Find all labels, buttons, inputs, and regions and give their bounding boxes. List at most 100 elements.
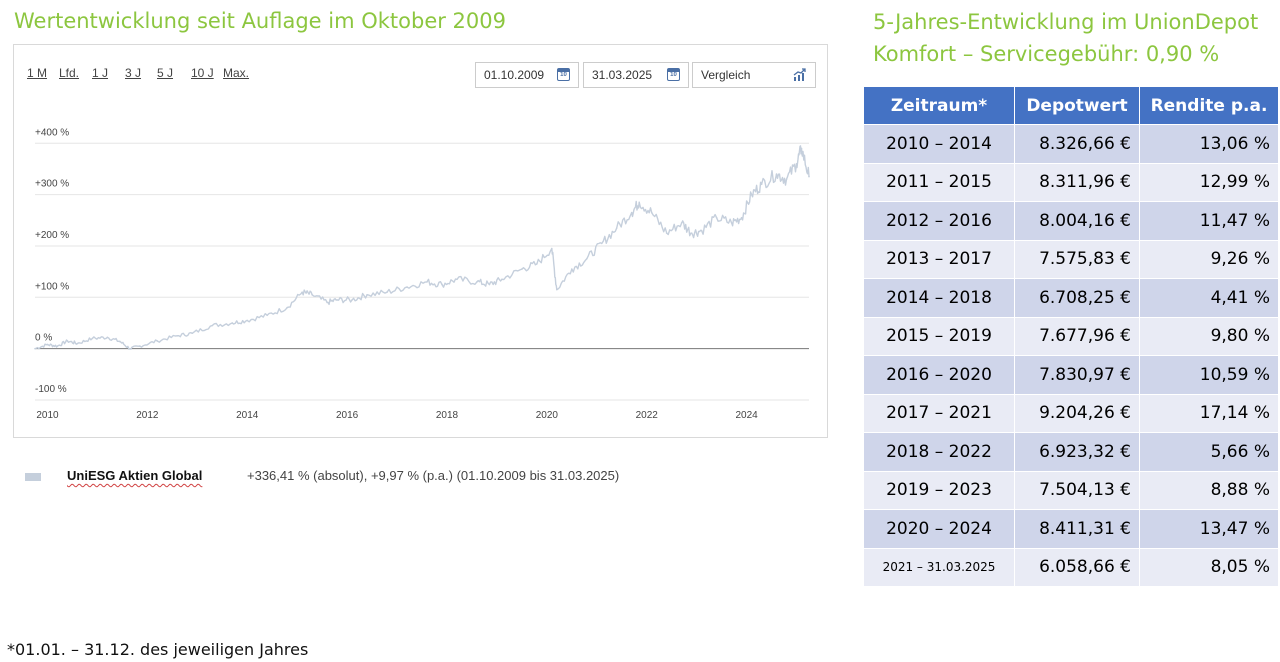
table-row: 2016 – 2020 7.830,97 €10,59 % [863, 355, 1279, 395]
range-button-10y[interactable]: 10 J [191, 66, 214, 80]
cell-period: 2015 – 2019 [863, 316, 1015, 356]
cell-return: 17,14 % [1139, 393, 1279, 433]
series-point [730, 222, 733, 224]
cell-value: 7.575,83 € [1014, 239, 1140, 279]
series-point [326, 301, 328, 304]
series-point [665, 232, 668, 234]
series-point [785, 178, 788, 181]
table-row: 2017 – 2021 9.204,26 €17,14 % [863, 393, 1279, 433]
chart-panel: 1 M Lfd. 1 J 3 J 5 J 10 J Max. 01.10.200… [13, 44, 828, 438]
cell-value: 7.504,13 € [1014, 470, 1140, 510]
table-row: 2014 – 2018 6.708,25 €4,41 % [863, 278, 1279, 318]
series-point [156, 340, 159, 342]
series-point [366, 293, 368, 296]
range-button-3y[interactable]: 3 J [125, 66, 142, 80]
y-tick-label: 0 % [35, 333, 52, 344]
line-chart: +400 % +300 % +200 % +100 % 0 % -100 % 2010 20… [34, 127, 810, 421]
range-button-5y[interactable]: 5 J [157, 66, 174, 80]
series-point [129, 347, 131, 350]
series-point [386, 291, 388, 293]
header-value: Depotwert [1014, 86, 1140, 125]
cell-period: 2018 – 2022 [863, 432, 1015, 472]
table-header-row: Zeitraum* Depotwert Rendite p.a. [863, 86, 1279, 125]
range-button-1m[interactable]: 1 M [27, 66, 48, 80]
series-point [119, 340, 121, 343]
x-tick-label: 2016 [336, 410, 359, 421]
cell-return: 10,59 % [1139, 355, 1279, 395]
legend-series-name: UniESG Aktien Global [67, 468, 203, 483]
chart-title: Wertentwicklung seit Auflage im Oktober … [14, 9, 507, 33]
series-point [91, 337, 94, 340]
date-to-value: 31.03.2025 [592, 68, 653, 82]
cell-period: 2012 – 2016 [863, 201, 1015, 241]
cell-period: 2021 – 31.03.2025 [863, 547, 1015, 587]
series-point [426, 281, 428, 283]
table-row: 2013 – 2017 7.575,83 €9,26 % [863, 239, 1279, 279]
range-button-ytd[interactable]: Lfd. [59, 66, 80, 80]
cell-return: 8,05 % [1139, 547, 1279, 587]
table-title-line-1: 5-Jahres-Entwicklung im UnionDepot [873, 10, 1259, 34]
range-button-max[interactable]: Max. [223, 66, 250, 80]
series-point [501, 278, 503, 281]
series-point [441, 283, 443, 286]
cell-period: 2019 – 2023 [863, 470, 1015, 510]
series-point [775, 173, 778, 175]
series-point [571, 268, 573, 270]
legend-swatch [25, 473, 41, 481]
series-point [715, 216, 718, 219]
legend-performance: +336,41 % (absolut), +9,97 % (p.a.) (01.… [247, 468, 620, 483]
cell-value: 7.830,97 € [1014, 355, 1140, 395]
y-tick-label: -100 % [35, 384, 67, 395]
cell-value: 9.204,26 € [1014, 393, 1140, 433]
cell-return: 4,41 % [1139, 278, 1279, 318]
table-row: 2015 – 2019 7.677,96 €9,80 % [863, 316, 1279, 356]
table-title-line-2: Komfort – Servicegebühr: 0,90 % [873, 42, 1220, 66]
series-point [488, 283, 491, 286]
range-button-1y[interactable]: 1 J [92, 66, 109, 80]
date-to-input[interactable]: 31.03.2025 10 [583, 62, 689, 88]
chart-compare-icon[interactable] [793, 68, 807, 82]
calendar-icon[interactable]: 10 [667, 68, 680, 81]
series-point [556, 288, 558, 291]
header-return: Rendite p.a. [1139, 86, 1279, 125]
series-point [760, 183, 763, 186]
y-tick-label: +100 % [35, 281, 69, 292]
series-point [630, 211, 633, 214]
series-line [34, 145, 810, 350]
series-point [536, 263, 538, 265]
cell-period: 2014 – 2018 [863, 278, 1015, 318]
compare-dropdown[interactable]: Vergleich [692, 62, 816, 88]
cell-period: 2013 – 2017 [863, 239, 1015, 279]
cell-return: 9,80 % [1139, 316, 1279, 356]
series-point [139, 345, 141, 347]
series-point [66, 340, 69, 342]
calendar-icon[interactable]: 10 [557, 68, 570, 81]
series-point [246, 319, 249, 322]
series-point [750, 193, 753, 196]
series-point [600, 242, 603, 245]
cell-value: 8.004,16 € [1014, 201, 1140, 241]
date-from-input[interactable]: 01.10.2009 10 [475, 62, 579, 88]
series-point [106, 336, 109, 339]
cell-value: 8.411,31 € [1014, 509, 1140, 549]
series-point [650, 211, 653, 214]
series-point [311, 293, 313, 296]
series-point [800, 147, 803, 150]
y-tick-label: +300 % [35, 179, 69, 190]
series-point [34, 347, 36, 350]
cell-return: 5,66 % [1139, 432, 1279, 472]
x-tick-label: 2012 [136, 410, 159, 421]
table-row: 2020 – 2024 8.411,31 €13,47 % [863, 509, 1279, 549]
x-tick-label: 2010 [36, 410, 59, 421]
cell-period: 2011 – 2015 [863, 162, 1015, 202]
series-point [301, 291, 303, 293]
table-row: 2018 – 2022 6.923,32 €5,66 % [863, 432, 1279, 472]
series-point [176, 335, 179, 337]
series-point [690, 232, 693, 234]
cell-value: 6.708,25 € [1014, 278, 1140, 318]
series-point [700, 229, 703, 232]
series-point [76, 342, 79, 345]
x-tick-label: 2024 [735, 410, 758, 421]
x-tick-label: 2018 [436, 410, 459, 421]
series-point [286, 306, 288, 309]
